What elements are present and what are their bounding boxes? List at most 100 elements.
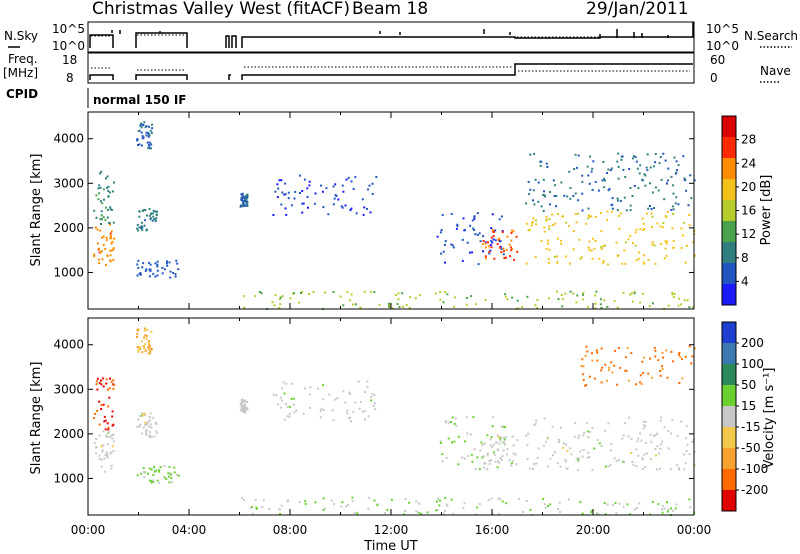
scatter-cell: [161, 266, 164, 269]
scatter-cell: [139, 415, 141, 417]
scatter-cell: [144, 429, 147, 432]
scatter-cell: [249, 506, 252, 509]
scatter-cell: [280, 504, 283, 507]
scatter-cell: [100, 214, 103, 217]
scatter-cell: [340, 505, 343, 508]
scatter-cell: [660, 178, 663, 181]
scatter-cell: [629, 209, 632, 212]
scatter-cell: [675, 171, 678, 174]
scatter-cell: [673, 293, 676, 295]
scatter-cell: [278, 179, 281, 182]
scatter-cell: [656, 445, 659, 448]
scatter-cell: [146, 214, 148, 217]
colorbar-swatch: [722, 158, 736, 180]
scatter-cell: [149, 129, 152, 132]
scatter-cell: [473, 448, 476, 451]
scatter-cell: [616, 383, 619, 386]
scatter-cell: [243, 410, 246, 413]
scatter-cell: [535, 419, 538, 422]
scatter-cell: [278, 306, 281, 309]
scatter-cell: [151, 123, 153, 126]
scatter-cell: [672, 246, 675, 249]
scatter-cell: [96, 228, 99, 231]
scatter-cell: [436, 509, 439, 511]
scatter-cell: [686, 443, 689, 446]
scatter-cell: [136, 223, 139, 226]
scatter-cell: [100, 170, 103, 173]
scatter-cell: [568, 225, 571, 228]
scatter-cell: [147, 147, 150, 150]
scatter-cell: [373, 394, 376, 397]
scatter-cell: [404, 498, 407, 500]
scatter-cell: [150, 436, 153, 438]
scatter-cell: [444, 420, 447, 422]
scatter-cell: [356, 512, 359, 515]
scatter-cell: [654, 355, 657, 358]
scatter-cell: [241, 201, 244, 203]
scatter-cell: [388, 303, 390, 306]
scatter-cell: [354, 303, 357, 306]
scatter-cell: [439, 440, 442, 443]
scatter-cell: [288, 413, 291, 415]
scatter-cell: [564, 292, 567, 295]
scatter-cell: [608, 366, 611, 369]
scatter-cell: [276, 196, 279, 199]
scatter-cell: [279, 303, 282, 306]
scatter-cell: [488, 252, 491, 255]
scatter-cell: [545, 216, 548, 219]
scatter-cell: [137, 259, 140, 262]
scatter-cell: [615, 460, 618, 463]
scatter-cell: [657, 189, 660, 192]
scatter-cell: [245, 201, 248, 204]
scatter-region: [439, 416, 507, 471]
scatter-cell: [332, 419, 335, 422]
scatter-cell: [532, 468, 534, 471]
scatter-region: [136, 207, 158, 232]
scatter-cell: [595, 349, 598, 352]
scatter-cell: [600, 246, 603, 248]
scatter-cell: [166, 260, 168, 263]
scatter-cell: [255, 507, 258, 510]
scatter-cell: [636, 440, 639, 443]
scatter-cell: [642, 427, 645, 430]
scatter-region: [93, 430, 115, 473]
scatter-cell: [685, 189, 687, 192]
scatter-cell: [109, 249, 112, 252]
scatter-cell: [153, 470, 156, 473]
scatter-cell: [243, 406, 246, 409]
scatter-cell: [667, 447, 670, 450]
scatter-cell: [588, 240, 591, 243]
scatter-cell: [646, 212, 648, 215]
scatter-cell: [148, 352, 151, 355]
scatter-cell: [418, 294, 421, 297]
scatter-cell: [143, 412, 146, 415]
scatter-cell: [532, 199, 534, 202]
scatter-cell: [143, 121, 146, 124]
scatter-cell: [308, 293, 311, 295]
scatter-cell: [150, 347, 152, 350]
scatter-cell: [659, 156, 662, 158]
scatter-cell: [510, 229, 513, 232]
scatter-cell: [494, 460, 497, 463]
scatter-cell: [150, 468, 153, 471]
scatter-cell: [242, 400, 245, 402]
scatter-cell: [359, 306, 362, 309]
scatter-cell: [100, 250, 103, 253]
scatter-cell: [596, 351, 599, 354]
scatter-cell: [100, 465, 103, 468]
scatter-cell: [147, 352, 150, 355]
scatter-cell: [546, 239, 549, 242]
scatter-cell: [321, 190, 324, 193]
scatter-cell: [680, 420, 683, 423]
scatter-cell: [649, 166, 652, 169]
scatter-cell: [272, 393, 275, 396]
scatter-cell: [169, 276, 172, 279]
scatter-cell: [147, 341, 150, 344]
x-tick-label: 08:00: [273, 523, 308, 537]
scatter-cell: [174, 275, 177, 278]
scatter-cell: [635, 507, 638, 509]
scatter-cell: [606, 503, 609, 506]
scatter-cell: [144, 343, 147, 346]
scatter-cell: [533, 463, 536, 465]
